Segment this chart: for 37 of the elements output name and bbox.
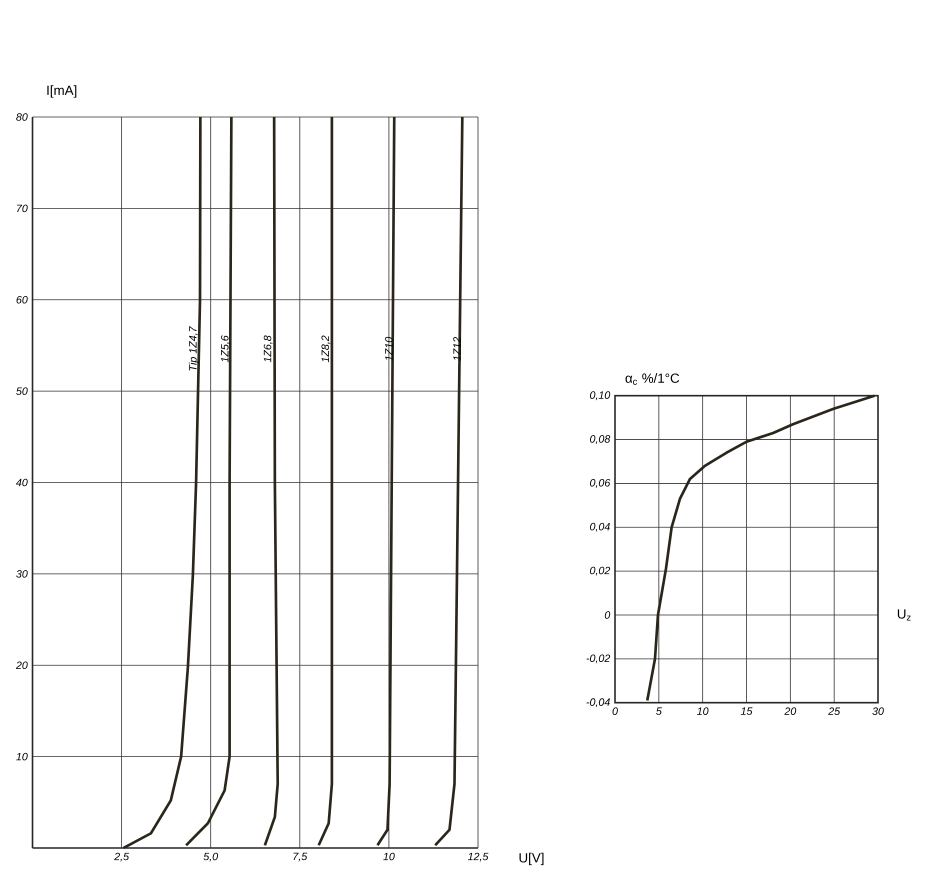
x-tick-label: 15 [740,707,752,715]
y-tick-label: 10 [16,752,28,760]
y-tick-label: 0,06 [590,479,610,488]
y-axis-title: α$_{c}$ %/1°C [626,373,680,385]
x-tick-label: 25 [828,707,840,715]
y-tick-label: 0,04 [590,522,610,532]
y-tick-label: 0,10 [590,391,610,400]
x-tick-label: 12,5 [468,852,488,862]
y-tick-label: 30 [16,570,28,578]
x-tick-label: 10 [383,852,395,860]
x-tick-label: 7,5 [294,852,308,862]
text: 1Z10 [385,336,393,361]
y-tick-label: 20 [16,661,28,670]
x-tick-label: 2,5 [114,852,130,862]
text: 1Z5,6 [220,335,230,362]
x-tick-label: 30 [872,707,884,715]
x-tick-label: 5 [656,707,662,715]
y-tick-label: 0 [604,611,610,619]
text: 1Z8,2 [321,335,330,362]
x-tick-label: 10 [697,707,709,715]
y-tick-label: -0,04 [586,698,610,708]
x-axis-title: U[V] [520,852,544,866]
y-tick-label: 0,02 [590,566,610,576]
text: Tip 1Z4,7 [188,326,199,370]
x-axis-title: U$_{z}$ [898,609,911,620]
text: 1Z6,8 [264,335,273,362]
x-tick-label: 0 [612,707,618,715]
y-tick-label: 50 [16,387,28,395]
y-axis-title: I[mA] [47,85,76,98]
x-tick-label: 20 [784,707,796,715]
y-tick-label: -0,02 [586,654,610,664]
y-tick-label: 40 [16,478,28,486]
y-tick-label: 0,08 [590,435,610,444]
x-tick-label: 5,0 [204,852,218,862]
y-tick-label: 70 [17,204,28,212]
y-tick-label: 60 [16,296,28,304]
y-tick-label: 80 [16,113,28,121]
